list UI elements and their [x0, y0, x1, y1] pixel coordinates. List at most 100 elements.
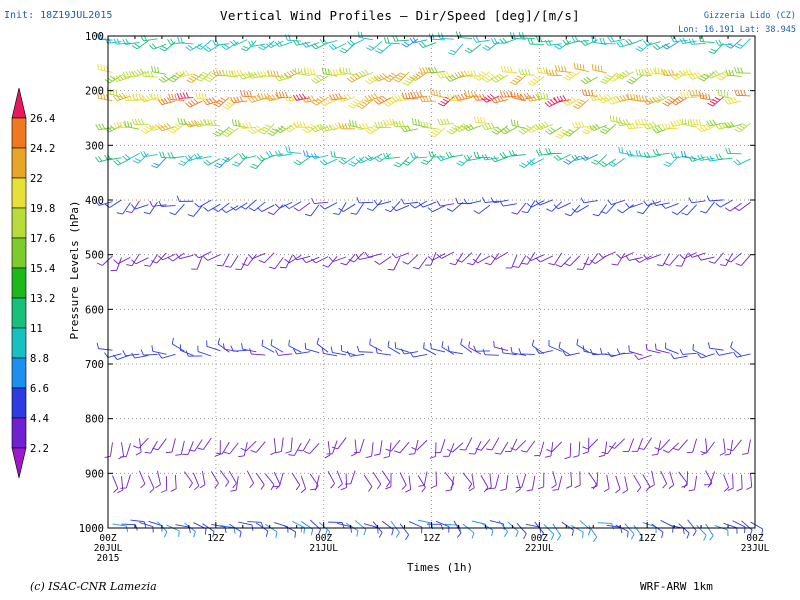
wind-barb	[537, 472, 545, 490]
colorbar-legend: 26.4 24.2 22 19.8 17.6 15.4 13.2 11 8.8 6.6 4.4 2.2	[11, 87, 55, 479]
wind-barb	[410, 152, 428, 159]
wind-barb	[258, 123, 275, 135]
wind-barb	[344, 470, 356, 485]
wind-barb	[293, 121, 311, 128]
wind-barb	[724, 440, 733, 456]
wind-barb	[438, 96, 455, 107]
wind-barb	[310, 152, 329, 160]
wind-barb	[719, 252, 733, 266]
wind-barb	[157, 123, 176, 132]
colorbar-swatch	[11, 387, 27, 419]
wind-barb	[240, 199, 257, 210]
colorbar-swatch	[11, 117, 27, 149]
wind-barb	[730, 341, 742, 357]
wind-barb	[346, 38, 365, 46]
wind-barb	[434, 438, 446, 454]
wind-barb	[463, 154, 482, 162]
wind-barb	[688, 71, 706, 80]
colorbar-swatch	[11, 447, 27, 479]
wind-barb	[258, 40, 275, 51]
wind-barb	[356, 99, 374, 109]
wind-barb	[158, 253, 176, 261]
wind-barb	[373, 95, 392, 105]
wind-barb	[724, 121, 742, 129]
wind-barb	[133, 437, 149, 449]
wind-barb	[120, 443, 131, 458]
wind-barb	[293, 202, 311, 212]
wind-barb	[643, 200, 661, 207]
wind-barb	[288, 339, 302, 353]
wind-barb	[625, 202, 643, 209]
wind-barb	[321, 67, 338, 77]
wind-barb	[552, 523, 562, 541]
wind-barb	[288, 442, 302, 456]
wind-barb	[436, 200, 455, 207]
wind-barb	[746, 472, 753, 490]
wind-barb	[535, 255, 554, 263]
wind-barb	[366, 40, 383, 51]
wind-barb	[548, 339, 562, 352]
wind-barb	[391, 94, 410, 102]
wind-barb	[734, 67, 751, 74]
wind-barb	[185, 350, 203, 357]
y-axis-label: Pressure Levels (hPa)	[68, 200, 81, 339]
wind-barb	[393, 71, 410, 83]
wind-barb	[603, 474, 610, 493]
wind-barb	[628, 345, 643, 356]
wind-barb	[692, 343, 706, 357]
chart-title: Vertical Wind Profiles – Dir/Speed [deg]…	[220, 8, 580, 23]
wind-barb	[202, 97, 221, 106]
wind-barb	[643, 151, 661, 159]
wind-barb	[679, 68, 697, 76]
colorbar-label: 22	[30, 173, 43, 185]
x-tick-label: 12Z	[639, 533, 656, 544]
wind-barb	[300, 475, 307, 494]
wind-barb	[328, 521, 345, 529]
wind-barb	[419, 95, 436, 102]
wind-barb	[238, 71, 257, 80]
wind-barb	[284, 254, 302, 264]
wind-barb	[437, 118, 454, 125]
wind-barb	[206, 340, 221, 352]
y-tick-label: 500	[85, 250, 104, 262]
wind-barb	[326, 440, 338, 455]
wind-barb	[598, 158, 616, 167]
wind-barb	[113, 92, 131, 102]
wind-barb	[148, 520, 163, 532]
wind-barb	[391, 252, 410, 259]
wind-barb	[131, 257, 149, 265]
colorbar-swatch	[11, 267, 27, 299]
wind-barb	[175, 253, 194, 260]
wind-barb	[213, 96, 230, 108]
wind-barb	[151, 345, 167, 355]
wind-barb	[562, 350, 580, 357]
colorbar-swatch	[11, 147, 27, 179]
wind-barb	[428, 127, 446, 138]
wind-barb	[229, 523, 242, 538]
wind-barb	[510, 119, 526, 129]
wind-barb	[708, 252, 724, 264]
wind-barb	[223, 442, 239, 455]
wind-barb	[135, 438, 142, 456]
wind-barb	[571, 36, 589, 43]
wind-barb	[427, 253, 446, 261]
model-label: WRF-ARW 1km	[640, 580, 713, 593]
wind-barb	[319, 38, 338, 45]
wind-barb	[456, 252, 473, 263]
wind-barb	[624, 523, 635, 540]
wind-barb	[412, 257, 428, 270]
wind-barb	[459, 437, 473, 451]
wind-barb	[182, 441, 194, 455]
wind-barb	[643, 39, 661, 46]
wind-barb	[696, 524, 707, 541]
wind-barb	[572, 98, 590, 110]
wind-barb	[688, 197, 706, 204]
wind-barb	[285, 437, 293, 454]
wind-barb	[350, 439, 357, 457]
wind-barb	[97, 63, 113, 73]
wind-barb	[672, 439, 688, 451]
colorbar-label: 26.4	[30, 113, 55, 125]
wind-barb	[224, 255, 239, 268]
wind-barb	[221, 152, 239, 163]
wind-barb	[638, 437, 653, 450]
